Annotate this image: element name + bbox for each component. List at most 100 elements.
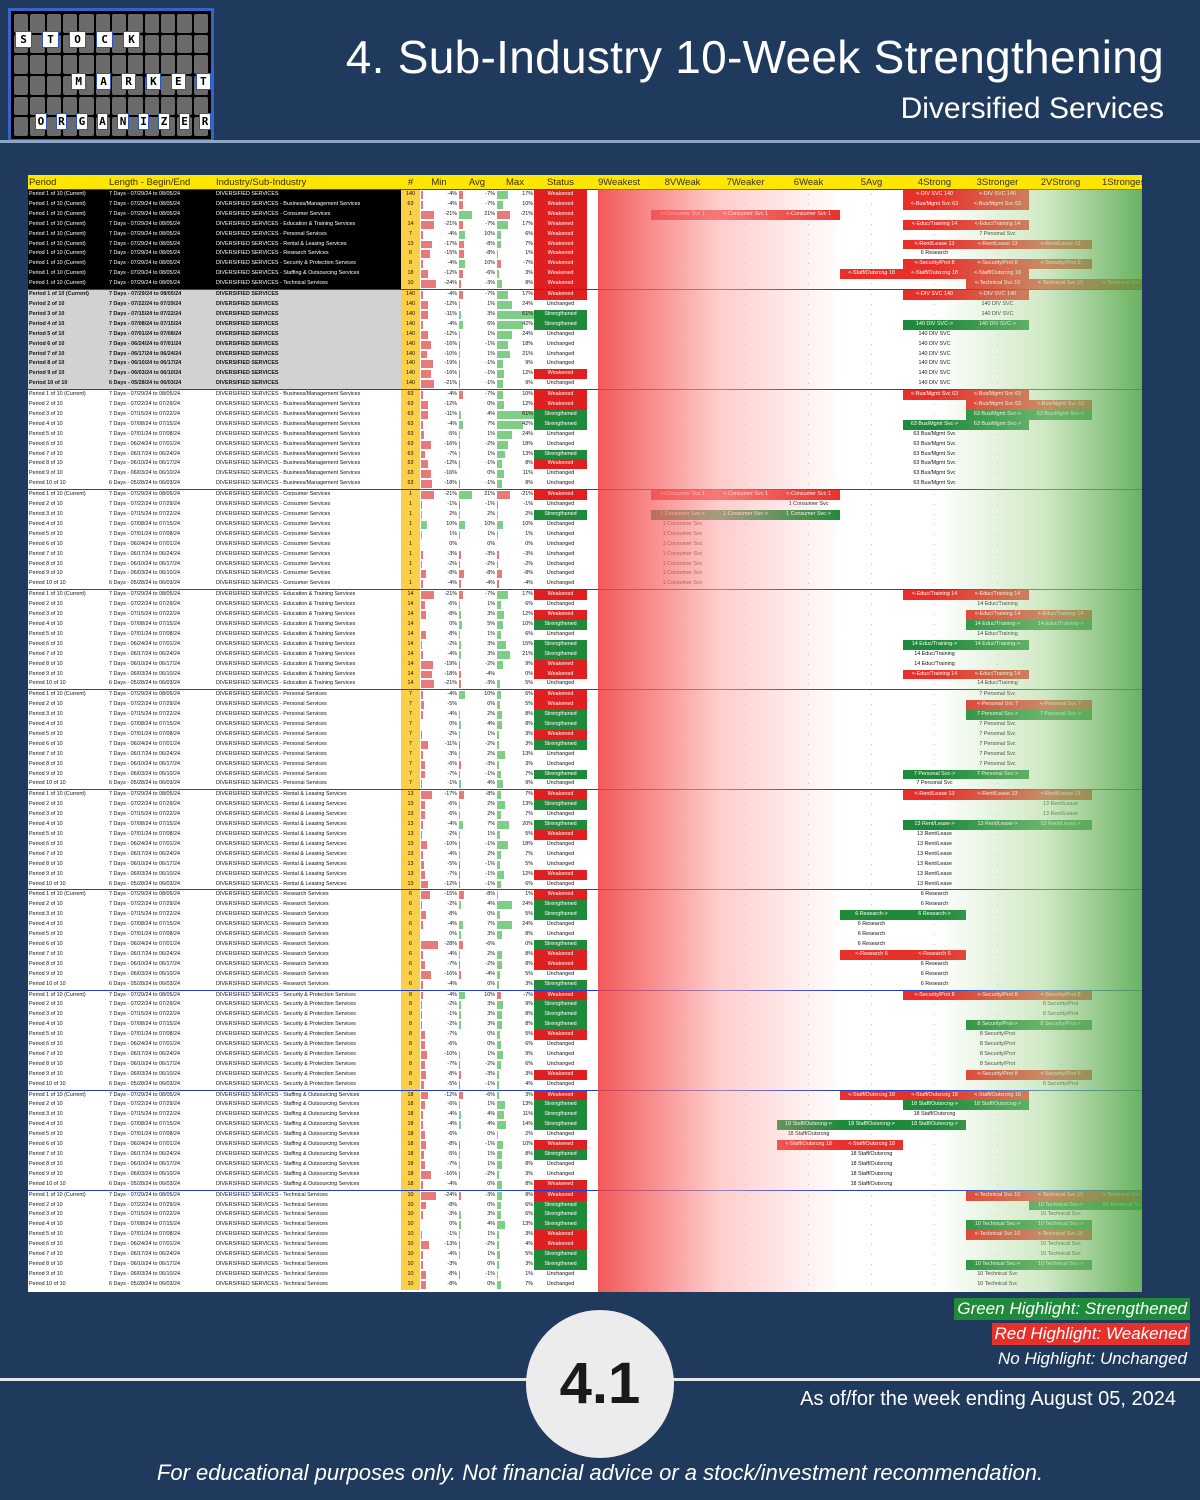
strength-level-empty: . xyxy=(840,289,903,300)
strength-level-empty: . xyxy=(1029,889,1092,901)
status-cell: Weakened xyxy=(534,1230,587,1241)
avg-cell-value: -2% xyxy=(485,1060,495,1067)
strength-level-empty: . xyxy=(744,1070,747,1077)
strength-level-empty: . xyxy=(1059,1180,1062,1187)
logo-tile xyxy=(14,117,29,136)
avg-cell-bar xyxy=(459,501,460,509)
min-cell: -16% xyxy=(420,469,458,479)
period-cell: Period 9 of 10 xyxy=(29,870,63,877)
max-cell: 3% xyxy=(496,1070,534,1080)
count-cell: 8 xyxy=(401,1040,420,1050)
strength-level-empty: . xyxy=(1124,620,1126,627)
min-cell-value: -11% xyxy=(444,410,457,417)
strength-level-empty: . xyxy=(807,520,810,527)
status-cell: Strengthened xyxy=(534,649,587,660)
logo-tile xyxy=(128,55,143,74)
min-cell-value: -8% xyxy=(447,1070,457,1077)
min-cell: -15% xyxy=(420,889,458,901)
strength-level-empty: . xyxy=(744,260,747,267)
avg-cell: 1% xyxy=(458,630,496,640)
strength-level-empty: . xyxy=(777,689,840,701)
min-cell-bar xyxy=(421,1041,425,1049)
min-cell-value: -6% xyxy=(447,760,457,767)
strength-level-empty: . xyxy=(618,840,620,847)
min-cell-bar xyxy=(421,230,424,239)
min-cell-bar xyxy=(421,440,431,449)
avg-cell-value: 10% xyxy=(484,520,495,527)
max-cell-bar xyxy=(497,530,498,539)
avg-cell: 7% xyxy=(458,820,496,830)
strength-level-empty: . xyxy=(744,1180,747,1187)
min-cell-bar xyxy=(421,611,426,619)
avg-cell-bar xyxy=(459,840,460,849)
strength-level-empty: . xyxy=(840,989,903,1001)
strength-level-empty: . xyxy=(1124,420,1126,427)
avg-cell-bar xyxy=(459,520,466,529)
avg-cell-value: 3% xyxy=(487,650,495,657)
logo-tile xyxy=(160,55,176,74)
strength-level-empty: . xyxy=(807,570,810,577)
status-cell: Unchanged xyxy=(546,680,575,687)
min-cell: -12% xyxy=(420,330,458,340)
industry-cell: DIVERSIFIED SERVICES - Staffing & Outsou… xyxy=(216,1170,360,1177)
logo-tile xyxy=(30,55,45,74)
min-cell-value: -2% xyxy=(447,831,457,837)
strength-level-label: 10 Technical Svc xyxy=(1040,1241,1081,1248)
avg-cell-value: 1% xyxy=(487,630,495,637)
table-row: Period 1 of 10 (Current) 7 Days - 07/29/2… xyxy=(28,789,1142,801)
max-cell: 9% xyxy=(496,1050,534,1060)
avg-cell-bar xyxy=(459,270,463,279)
strength-level-empty: . xyxy=(807,1221,810,1228)
period-cell: Period 2 of 10 xyxy=(29,1001,63,1008)
strength-level-empty: . xyxy=(996,560,999,567)
strength-level-empty: . xyxy=(807,670,810,677)
strength-level-empty: . xyxy=(933,1201,936,1208)
column-header: Min xyxy=(420,175,458,190)
min-cell-bar xyxy=(421,691,424,700)
length-cell: 7 Days - 07/08/24 to 07/15/24 xyxy=(108,319,215,330)
max-cell-bar xyxy=(497,1180,502,1189)
length-cell: 7 Days - 07/01/24 to 07/08/24 xyxy=(109,1231,181,1238)
min-cell-bar xyxy=(421,260,424,269)
strength-level-empty: . xyxy=(681,300,684,307)
strength-level-empty: . xyxy=(870,1031,873,1038)
logo-tile xyxy=(30,75,45,95)
strength-level-empty: . xyxy=(870,570,873,577)
min-cell-bar xyxy=(421,300,429,309)
max-cell: 20% xyxy=(496,820,534,830)
status-cell: Weakened xyxy=(534,369,587,380)
strength-level-empty: . xyxy=(1124,580,1126,587)
length-cell: 7 Days - 07/15/24 to 07/22/24 xyxy=(109,811,181,818)
legend-strengthened: Green Highlight: Strengthened xyxy=(954,1298,1190,1320)
min-cell-value: -18% xyxy=(444,480,457,487)
strength-level-empty: . xyxy=(681,250,684,257)
strength-level-empty: . xyxy=(1124,760,1126,767)
strength-level-label: 18 Staff/Outsrcng-> xyxy=(903,1120,966,1131)
table-row: Period 1 of 10 (Current) 7 Days - 07/29/2… xyxy=(28,188,1142,200)
min-cell-value: -17% xyxy=(444,791,457,798)
strength-level-empty: . xyxy=(996,1001,999,1008)
strength-level-empty: . xyxy=(1092,289,1142,300)
avg-cell-bar xyxy=(459,1050,460,1059)
column-header: 8VWeak xyxy=(651,175,714,190)
avg-cell: -1% xyxy=(458,840,496,850)
avg-cell: -3% xyxy=(458,679,496,689)
strength-level-empty: . xyxy=(1059,850,1062,857)
avg-cell: 3% xyxy=(458,1020,496,1030)
avg-cell-value: 1% xyxy=(487,1050,495,1057)
avg-cell-bar xyxy=(459,380,460,389)
min-cell-bar xyxy=(421,921,424,930)
strength-level-empty: . xyxy=(807,630,810,637)
period-cell: Period 2 of 10 xyxy=(29,501,63,508)
strength-level-empty: . xyxy=(996,660,999,667)
max-cell: 5% xyxy=(496,910,534,920)
max-cell-bar xyxy=(497,570,502,579)
avg-cell-bar xyxy=(459,330,460,339)
industry-cell: DIVERSIFIED SERVICES xyxy=(215,339,401,350)
period-cell: Period 5 of 10 xyxy=(28,329,108,340)
min-cell-bar xyxy=(421,310,428,319)
strength-level-empty: . xyxy=(870,520,873,527)
industry-cell: DIVERSIFIED SERVICES - Technical Service… xyxy=(215,279,401,290)
max-cell-value: 24% xyxy=(522,300,533,307)
